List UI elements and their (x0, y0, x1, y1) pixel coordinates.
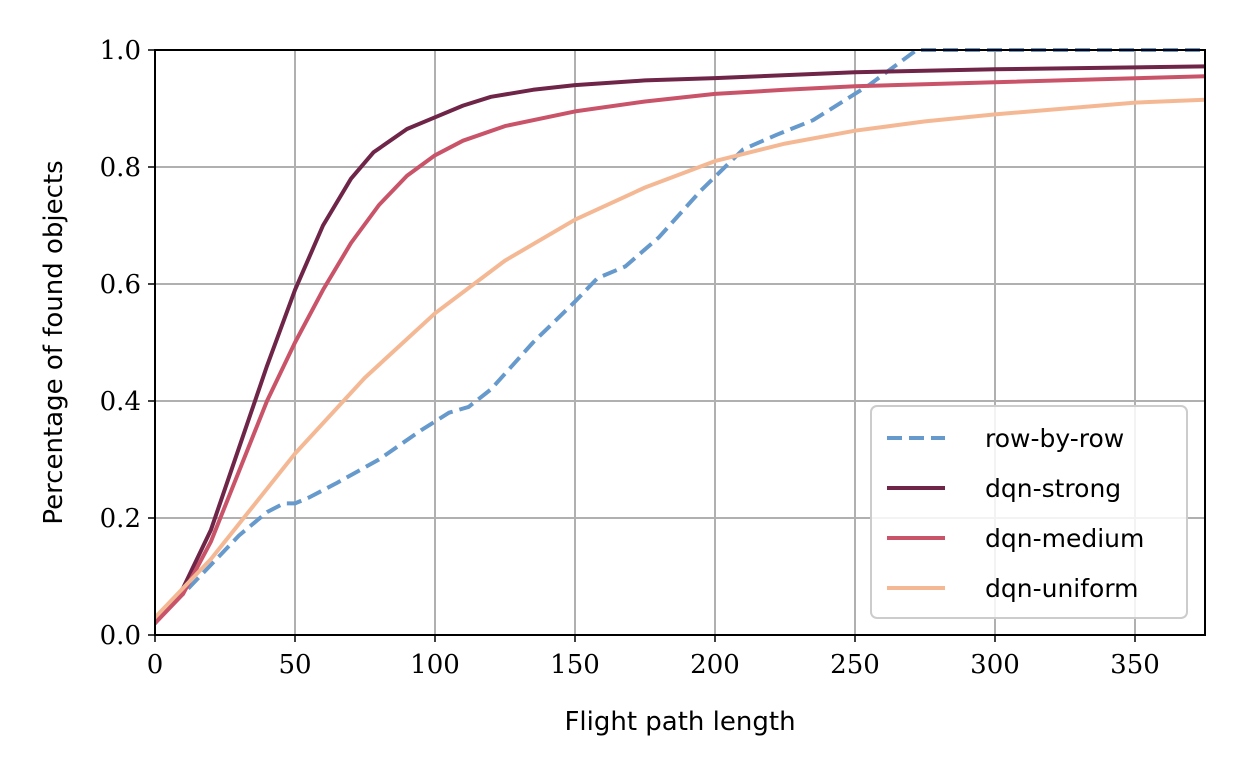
y-tick-label: 0.2 (100, 504, 141, 534)
y-tick-label: 1.0 (100, 36, 141, 66)
y-tick-label: 0.8 (100, 153, 141, 183)
x-tick-label: 100 (410, 650, 460, 680)
tick-layer: 0 50 100 150 200 250 300 350 0.0 0.2 0.4 0.6 0.8 1.0 (100, 36, 1160, 680)
x-tick-label: 200 (690, 650, 740, 680)
y-axis-label: Percentage of found objects (39, 160, 69, 524)
series-line-dqn-strong (155, 64, 1205, 626)
legend-label: dqn-uniform (985, 574, 1139, 603)
plot-area-frame (154, 49, 1206, 636)
legend-label: dqn-strong (985, 474, 1121, 503)
legend-label: row-by-row (985, 424, 1124, 453)
x-tick-label: 50 (278, 650, 311, 680)
legend: row-by-row dqn-strong dqn-medium dqn-unifor… (870, 405, 1188, 619)
legend-label: dqn-medium (985, 524, 1144, 553)
legend-box (870, 405, 1188, 619)
y-tick-label: 0.4 (100, 387, 141, 417)
x-tick-label: 0 (147, 650, 164, 680)
series-line-dqn-medium (155, 74, 1205, 626)
x-axis-label: Flight path length (564, 707, 795, 737)
x-tick-label: 350 (1110, 650, 1160, 680)
x-tick-label: 150 (550, 650, 600, 680)
series-layer (155, 48, 1205, 626)
y-tick-label: 0.6 (100, 270, 141, 300)
x-tick-label: 300 (970, 650, 1020, 680)
x-tick-label: 250 (830, 650, 880, 680)
series-line-dqn-uniform (155, 97, 1205, 620)
series-line-row-by-row (155, 48, 1205, 620)
y-tick-label: 0.0 (100, 621, 141, 651)
